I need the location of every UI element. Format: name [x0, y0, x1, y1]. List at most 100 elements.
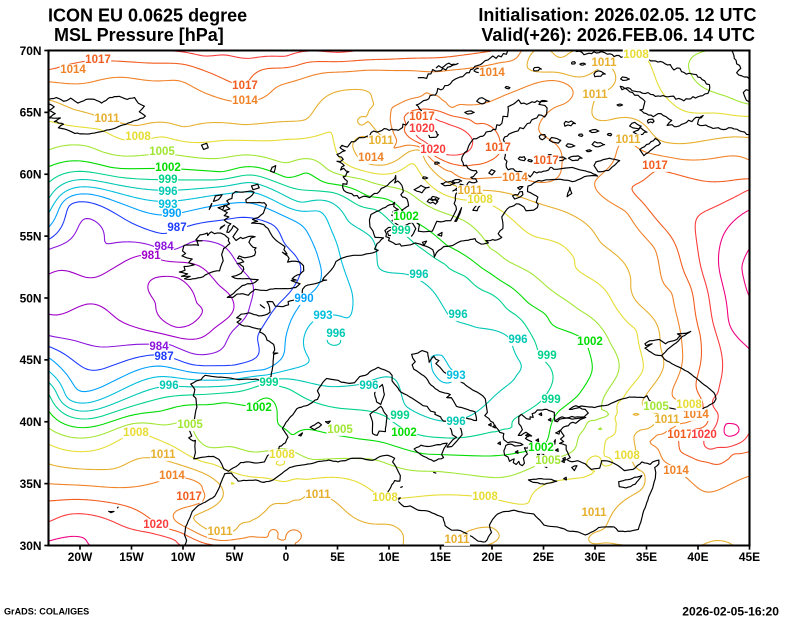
svg-text:1005: 1005 — [535, 455, 561, 467]
svg-text:1011: 1011 — [306, 489, 332, 501]
svg-text:1020: 1020 — [420, 144, 446, 156]
svg-text:15E: 15E — [430, 550, 451, 564]
svg-text:999: 999 — [158, 174, 177, 186]
svg-text:1011: 1011 — [458, 185, 484, 197]
svg-text:1002: 1002 — [577, 336, 603, 348]
svg-text:1008: 1008 — [123, 427, 149, 439]
svg-text:30N: 30N — [20, 539, 42, 553]
svg-text:1011: 1011 — [208, 526, 234, 538]
svg-text:45E: 45E — [739, 550, 760, 564]
svg-text:1011: 1011 — [151, 449, 177, 461]
svg-text:45N: 45N — [20, 353, 42, 367]
svg-text:20W: 20W — [68, 550, 93, 564]
svg-text:987: 987 — [154, 351, 173, 363]
svg-text:Valid(+26): 2026.FEB.06. 14 UT: Valid(+26): 2026.FEB.06. 14 UTC — [481, 25, 755, 45]
svg-text:0: 0 — [283, 550, 290, 564]
svg-text:1011: 1011 — [445, 534, 471, 546]
svg-text:996: 996 — [359, 380, 378, 392]
svg-text:1002: 1002 — [528, 442, 554, 454]
svg-text:990: 990 — [294, 293, 313, 305]
svg-text:1014: 1014 — [663, 465, 689, 477]
svg-text:999: 999 — [259, 377, 278, 389]
svg-text:993: 993 — [446, 370, 465, 382]
svg-text:1011: 1011 — [369, 135, 395, 147]
svg-text:984: 984 — [154, 241, 174, 253]
svg-text:1014: 1014 — [683, 409, 709, 421]
svg-text:10E: 10E — [378, 550, 399, 564]
svg-text:987: 987 — [167, 222, 186, 234]
svg-text:1011: 1011 — [95, 113, 121, 125]
svg-text:1017: 1017 — [667, 429, 693, 441]
svg-text:1002: 1002 — [155, 162, 181, 174]
svg-text:25E: 25E — [533, 550, 554, 564]
svg-text:1008: 1008 — [467, 194, 493, 206]
svg-text:70N: 70N — [20, 44, 42, 58]
svg-text:1020: 1020 — [143, 519, 169, 531]
svg-text:1017: 1017 — [232, 80, 258, 92]
svg-text:10W: 10W — [171, 550, 196, 564]
svg-text:996: 996 — [448, 309, 467, 321]
svg-text:1017: 1017 — [85, 54, 111, 66]
svg-text:5W: 5W — [226, 550, 245, 564]
svg-text:1005: 1005 — [149, 146, 175, 158]
svg-text:2026-02-05-16:20: 2026-02-05-16:20 — [682, 605, 779, 618]
svg-text:ICON EU 0.0625 degree: ICON EU 0.0625 degree — [48, 6, 247, 26]
svg-text:1014: 1014 — [479, 67, 505, 79]
svg-text:996: 996 — [446, 416, 465, 428]
svg-text:1005: 1005 — [177, 419, 203, 431]
svg-text:50N: 50N — [20, 291, 42, 305]
svg-text:1011: 1011 — [582, 507, 608, 519]
svg-text:981: 981 — [141, 250, 161, 262]
svg-text:1017: 1017 — [176, 491, 202, 503]
svg-text:60N: 60N — [20, 168, 42, 182]
svg-text:999: 999 — [537, 350, 556, 362]
svg-text:1020: 1020 — [409, 123, 435, 135]
svg-text:1008: 1008 — [623, 49, 649, 61]
svg-text:30E: 30E — [584, 550, 605, 564]
svg-text:65N: 65N — [20, 106, 42, 120]
svg-text:1011: 1011 — [655, 414, 681, 426]
svg-text:35N: 35N — [20, 477, 42, 491]
svg-text:1005: 1005 — [327, 424, 353, 436]
svg-text:999: 999 — [390, 410, 409, 422]
svg-text:990: 990 — [162, 208, 181, 220]
svg-text:984: 984 — [149, 341, 169, 353]
svg-text:999: 999 — [391, 225, 410, 237]
svg-text:999: 999 — [541, 394, 560, 406]
svg-text:996: 996 — [508, 334, 527, 346]
svg-text:1002: 1002 — [393, 211, 419, 223]
svg-text:Initialisation: 2026.02.05. 12: Initialisation: 2026.02.05. 12 UTC — [478, 5, 756, 25]
svg-text:5E: 5E — [330, 550, 345, 564]
svg-text:1008: 1008 — [614, 450, 640, 462]
svg-text:1008: 1008 — [472, 491, 498, 503]
svg-text:1017: 1017 — [642, 160, 668, 172]
svg-text:1008: 1008 — [676, 399, 702, 411]
svg-text:993: 993 — [313, 310, 332, 322]
svg-text:996: 996 — [158, 186, 177, 198]
svg-text:993: 993 — [158, 199, 177, 211]
svg-text:20E: 20E — [481, 550, 502, 564]
svg-text:1014: 1014 — [232, 95, 258, 107]
svg-text:35E: 35E — [636, 550, 657, 564]
svg-text:1011: 1011 — [592, 57, 618, 69]
svg-text:1014: 1014 — [502, 172, 528, 184]
svg-text:1008: 1008 — [372, 492, 398, 504]
svg-text:1008: 1008 — [269, 449, 295, 461]
svg-text:1011: 1011 — [583, 89, 609, 101]
svg-text:1014: 1014 — [60, 64, 86, 76]
svg-text:15W: 15W — [119, 550, 144, 564]
svg-text:1008: 1008 — [125, 131, 151, 143]
svg-text:GrADS: COLA/IGES: GrADS: COLA/IGES — [4, 607, 89, 617]
svg-text:1014: 1014 — [358, 152, 384, 164]
svg-text:1002: 1002 — [391, 427, 417, 439]
svg-text:40E: 40E — [687, 550, 708, 564]
svg-text:996: 996 — [409, 269, 428, 281]
svg-text:MSL Pressure [hPa]: MSL Pressure [hPa] — [54, 25, 224, 45]
svg-text:40N: 40N — [20, 415, 42, 429]
svg-text:996: 996 — [326, 328, 345, 340]
svg-text:1017: 1017 — [485, 142, 511, 154]
svg-text:55N: 55N — [20, 229, 42, 243]
svg-text:1005: 1005 — [643, 401, 669, 413]
svg-text:1017: 1017 — [409, 111, 435, 123]
svg-text:996: 996 — [159, 380, 178, 392]
